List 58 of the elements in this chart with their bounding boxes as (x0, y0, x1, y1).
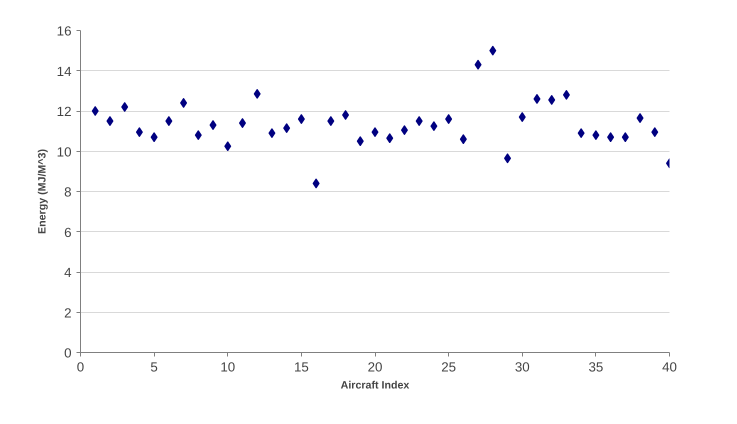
point (150, 132, 158, 142)
point (106, 116, 114, 126)
x-tick-label: 10 (220, 360, 236, 374)
y-tick-label: 14 (56, 64, 72, 79)
point (533, 94, 540, 104)
point (312, 178, 320, 188)
point (562, 90, 570, 100)
point (460, 134, 467, 144)
point (298, 114, 305, 124)
y-tick-label: 4 (64, 265, 72, 280)
point (224, 141, 232, 152)
y-tick-label: 0 (64, 346, 72, 360)
point (548, 94, 556, 105)
point (489, 46, 496, 56)
y-tick-label: 10 (56, 144, 72, 160)
point (342, 110, 350, 120)
x-tick-label: 40 (662, 360, 677, 374)
point (504, 153, 512, 164)
point (474, 60, 482, 70)
point (356, 136, 364, 146)
point (238, 118, 246, 128)
x-axis-title: Aircraft Index (340, 380, 410, 392)
point (518, 112, 526, 122)
point (400, 125, 408, 136)
y-tick-label: 16 (56, 24, 72, 38)
point (136, 127, 143, 138)
y-tick-label: 12 (56, 104, 72, 119)
x-tick-label: 20 (368, 360, 382, 374)
point (327, 116, 334, 126)
point (636, 113, 644, 124)
point (283, 123, 290, 134)
y-tick-label: 2 (64, 305, 72, 320)
point (386, 133, 394, 144)
x-tick-label: 0 (76, 360, 84, 374)
point (430, 121, 438, 132)
point (180, 98, 188, 108)
point (254, 88, 261, 99)
y-tick-label: 6 (64, 224, 72, 240)
y-tick-label: 8 (64, 184, 72, 200)
point (578, 128, 585, 138)
point (194, 130, 202, 140)
point (592, 130, 600, 140)
x-tick-label: 5 (150, 360, 158, 374)
point (416, 116, 423, 126)
x-tick-label: 35 (588, 360, 604, 374)
x-tick-label: 25 (441, 360, 456, 374)
x-tick-label: 15 (294, 360, 309, 374)
point (445, 114, 452, 124)
point (268, 128, 276, 138)
point (165, 116, 172, 126)
point (121, 102, 128, 112)
point (92, 106, 99, 116)
point (622, 132, 629, 142)
point (651, 127, 658, 138)
y-axis-title: Energy (MJ/M^3) (36, 148, 49, 234)
x-tick-label: 30 (514, 360, 530, 374)
point (607, 132, 614, 142)
point (210, 120, 217, 130)
